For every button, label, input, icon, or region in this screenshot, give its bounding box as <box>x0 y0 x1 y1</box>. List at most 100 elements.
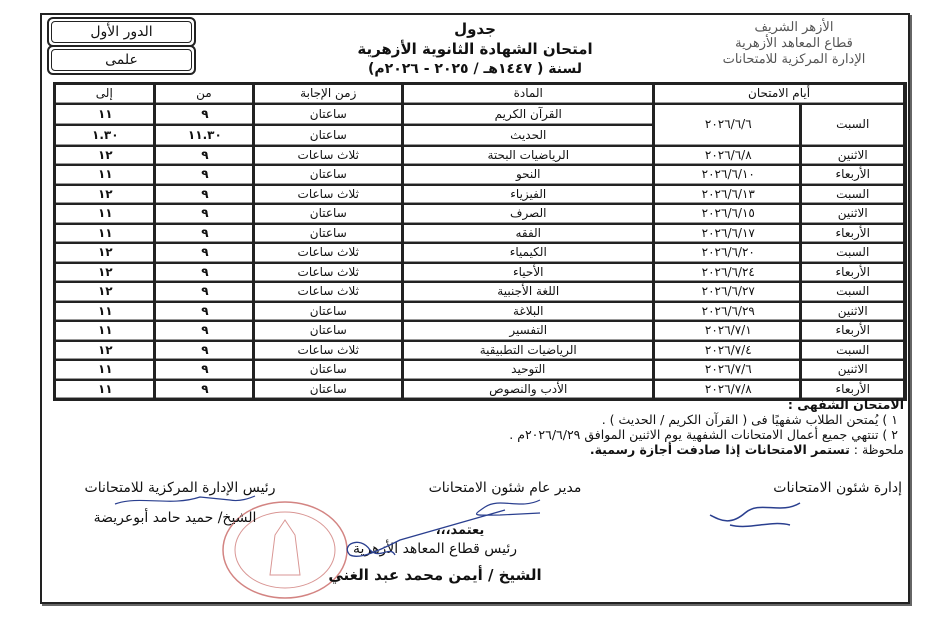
table-row: الاثنين ٢٠٢٦/٦/١٥ الصرف ساعتان ٩ ١١ <box>55 204 905 224</box>
from-cell: ٩ <box>154 204 255 224</box>
logo-line: الإدارة المركزية للامتحانات <box>722 52 866 67</box>
table-row: الأربعاء ٢٠٢٦/٦/١٠ النحو ساعتان ٩ ١١ <box>55 165 905 185</box>
day-cell: السبت <box>801 282 905 302</box>
date-cell: ٢٠٢٦/٧/٤ <box>654 340 802 360</box>
duration-cell: ساعتان <box>254 124 404 146</box>
duration-cell: ثلاث ساعات <box>254 243 404 263</box>
table-row: الاثنين ٢٠٢٦/٦/٨ الرياضيات البحتة ثلاث ساعا… <box>55 145 905 165</box>
date-cell: ٢٠٢٦/٧/٨ <box>654 379 802 399</box>
day-cell: السبت <box>801 184 905 204</box>
duration-cell: ساعتان <box>254 301 404 321</box>
subject-cell: الكيمياء <box>403 243 655 263</box>
from-cell: ٩ <box>154 223 255 243</box>
table-row: السبت ٢٠٢٦/٧/٤ الرياضيات التطبيقية ثلاث ساع… <box>55 340 905 360</box>
subject-cell: البلاغة <box>403 301 655 321</box>
to-cell: ١١ <box>55 204 155 224</box>
from-cell: ٩ <box>154 282 255 302</box>
day-cell: الاثنين <box>801 360 905 380</box>
exam-affairs-title: إدارة شئون الامتحانات <box>773 480 902 496</box>
from-cell: ٩ <box>154 340 255 360</box>
day-cell: الأربعاء <box>801 262 905 282</box>
note-item-1: ١ ) يُمتحن الطلاب شفهيًا فى ( القرآن الك… <box>601 412 898 427</box>
to-cell: ١١ <box>55 379 155 399</box>
to-cell: ١١ <box>55 301 155 321</box>
duration-cell: ثلاث ساعات <box>254 282 404 302</box>
division-label: علمى <box>47 45 196 75</box>
oral-exam-heading: الامتحان الشفهى : <box>787 397 904 412</box>
to-cell: ١١ <box>55 223 155 243</box>
to-cell: ١٢ <box>55 262 155 282</box>
day-cell: الأربعاء <box>801 321 905 341</box>
table-row: السبت ٢٠٢٦/٦/٢٧ اللغة الأجنبية ثلاث ساعات ٩ ١… <box>55 282 905 302</box>
from-cell: ٩ <box>154 184 255 204</box>
to-cell: ١١ <box>55 360 155 380</box>
to-cell: ١٢ <box>55 243 155 263</box>
from-cell: ٩ <box>154 103 255 125</box>
duration-cell: ساعتان <box>254 223 404 243</box>
logo-line: الأزهر الشريف <box>754 20 834 35</box>
col-header-days: أيام الامتحان <box>654 84 905 104</box>
day-cell: الأربعاء <box>801 223 905 243</box>
duration-cell: ثلاث ساعات <box>254 340 404 360</box>
table-row: الاثنين ٢٠٢٦/٦/٢٩ البلاغة ساعتان ٩ ١١ <box>55 301 905 321</box>
from-cell: ٩ <box>154 379 255 399</box>
to-cell: ١٢ <box>55 340 155 360</box>
duration-cell: ساعتان <box>254 360 404 380</box>
subject-cell: الفيزياء <box>403 184 655 204</box>
duration-cell: ساعتان <box>254 321 404 341</box>
subject-cell: الأحياء <box>403 262 655 282</box>
day-cell: الأربعاء <box>801 165 905 185</box>
table-row: الاثنين ٢٠٢٦/٧/٦ التوحيد ساعتان ٩ ١١ <box>55 360 905 380</box>
duration-cell: ساعتان <box>254 204 404 224</box>
table-row: الأربعاء ٢٠٢٦/٧/٨ الأدب والنصوص ساعتان ٩ ١١ <box>55 379 905 399</box>
duration-cell: ساعتان <box>254 165 404 185</box>
duration-cell: ساعتان <box>254 379 404 399</box>
table-row: السبت ٢٠٢٦/٦/١٣ الفيزياء ثلاث ساعات ٩ ١٢ <box>55 184 905 204</box>
day-cell: الاثنين <box>801 204 905 224</box>
to-cell: ١١ <box>55 103 155 125</box>
date-cell: ٢٠٢٦/٦/٢٧ <box>654 282 802 302</box>
date-cell: ٢٠٢٦/٧/٦ <box>654 360 802 380</box>
duration-cell: ثلاث ساعات <box>254 145 404 165</box>
from-cell: ١١.٣٠ <box>154 124 255 146</box>
remark-text: تستمر الامتحانات إذا صادفت أجازة رسمية. <box>589 442 850 457</box>
date-cell: ٢٠٢٦/٦/١٥ <box>654 204 802 224</box>
subject-cell: الحديث <box>403 124 655 146</box>
col-header-from: من <box>154 84 255 104</box>
table-row: الأربعاء ٢٠٢٦/٦/٢٤ الأحياء ثلاث ساعات ٩ ١٢ <box>55 262 905 282</box>
col-header-subject: المادة <box>403 84 655 104</box>
subject-cell: اللغة الأجنبية <box>403 282 655 302</box>
to-cell: ١٢ <box>55 145 155 165</box>
duration-cell: ثلاث ساعات <box>254 184 404 204</box>
day-cell: الاثنين <box>801 301 905 321</box>
exam-schedule-table: أيام الامتحان المادة زمن الإجابة من إلى … <box>53 82 907 401</box>
subject-cell: الرياضيات البحتة <box>403 145 655 165</box>
azhar-logo: الأزهر الشريف قطاع المعاهد الأزهرية الإد… <box>704 20 884 68</box>
subject-cell: القرآن الكريم <box>403 103 655 125</box>
date-cell: ٢٠٢٦/٧/١ <box>654 321 802 341</box>
document-frame <box>40 13 910 604</box>
to-cell: ١٢ <box>55 282 155 302</box>
subject-cell: التفسير <box>403 321 655 341</box>
subject-cell: التوحيد <box>403 360 655 380</box>
col-header-duration: زمن الإجابة <box>254 84 404 104</box>
exam-affairs-signature <box>709 502 801 528</box>
remark-label: ملحوظة : <box>853 442 904 457</box>
notes-section: الامتحان الشفهى : ١ ) يُمتحن الطلاب شفهي… <box>384 397 904 457</box>
day-cell: السبت <box>801 243 905 263</box>
table-row: الحديث ساعتان ١١.٣٠ ١.٣٠ <box>55 124 905 146</box>
subject-cell: الأدب والنصوص <box>403 379 655 399</box>
sector-head-signature <box>346 509 506 557</box>
to-cell: ١١ <box>55 165 155 185</box>
doc-title: جدول <box>454 20 496 38</box>
day-cell: الاثنين <box>801 145 905 165</box>
from-cell: ٩ <box>154 145 255 165</box>
table-row: الأربعاء ٢٠٢٦/٧/١ التفسير ساعتان ٩ ١١ <box>55 321 905 341</box>
date-cell: ٢٠٢٦/٦/١٣ <box>654 184 802 204</box>
general-manager-title: مدير عام شئون الامتحانات <box>428 480 582 496</box>
subject-cell: الصرف <box>403 204 655 224</box>
from-cell: ٩ <box>154 301 255 321</box>
central-head-signature <box>114 495 256 505</box>
to-cell: ١١ <box>55 321 155 341</box>
table-row: الأربعاء ٢٠٢٦/٦/١٧ الفقه ساعتان ٩ ١١ <box>55 223 905 243</box>
